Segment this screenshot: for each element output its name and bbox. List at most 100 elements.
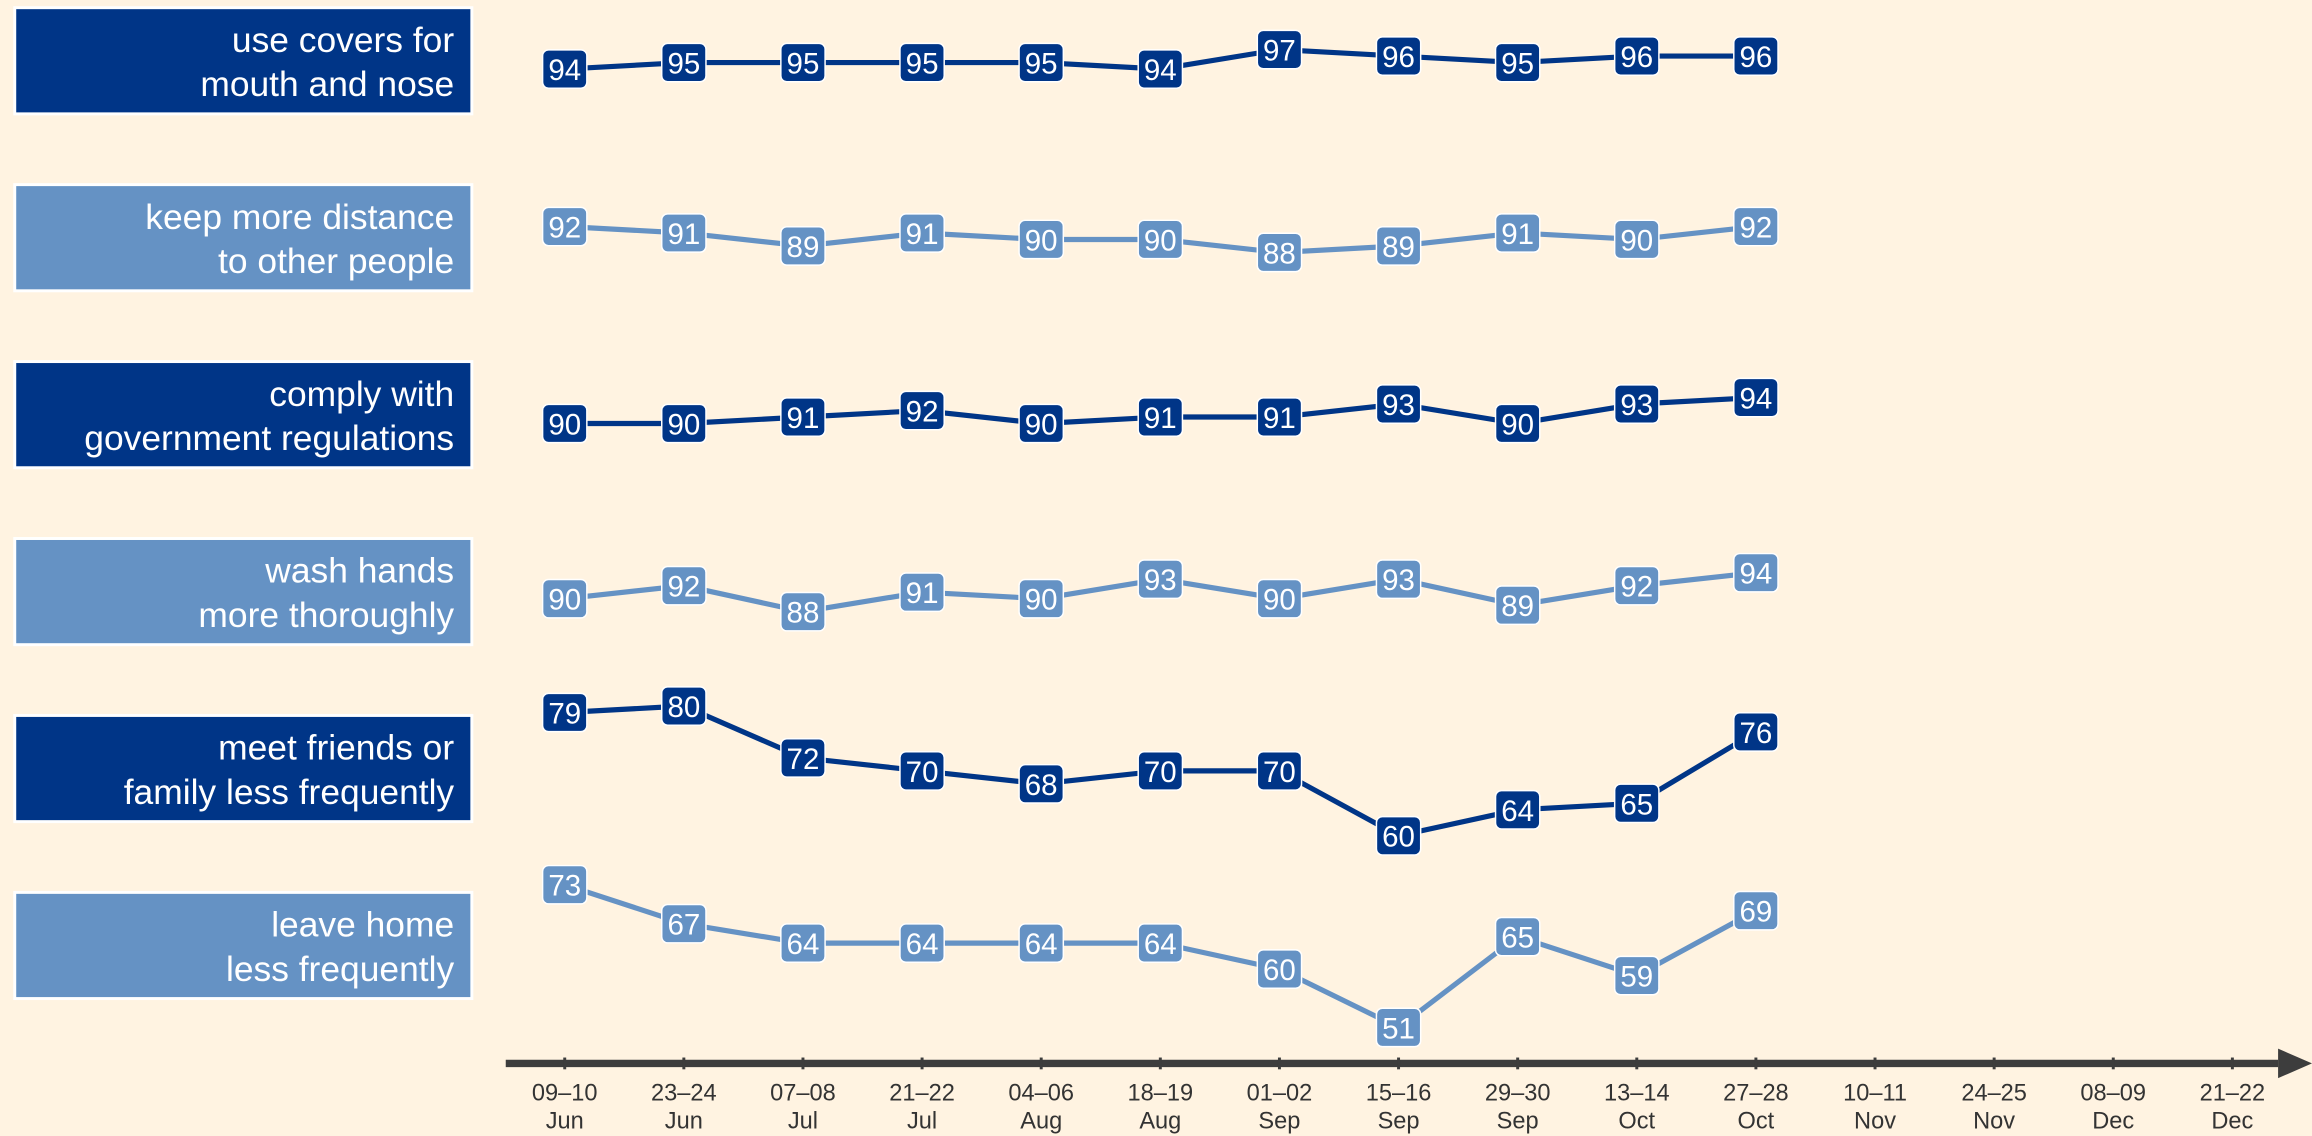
point-marker	[1375, 226, 1422, 266]
point-marker	[1375, 559, 1422, 600]
x-tick-label-box: 13–14 Oct	[1604, 1081, 1670, 1134]
legend-swatch	[13, 6, 474, 116]
value-label: 80	[667, 691, 700, 724]
point-marker	[1018, 219, 1065, 260]
value-label: 64	[1025, 928, 1058, 961]
point-marker	[1613, 955, 1660, 996]
value-label: 92	[548, 211, 581, 244]
point-marker	[1137, 923, 1184, 964]
value-label: 89	[1382, 231, 1415, 264]
point-marker	[780, 226, 826, 266]
point-marker	[1733, 712, 1779, 752]
point-marker	[660, 42, 707, 83]
value-label: 91	[1263, 402, 1296, 435]
value-label: 92	[1740, 211, 1773, 244]
point-marker	[1256, 949, 1303, 989]
point-marker	[1375, 36, 1422, 76]
x-tick-label: 08–09 Dec	[2080, 1081, 2147, 1135]
point-marker	[660, 903, 707, 944]
point-marker	[1018, 403, 1065, 444]
x-tick-label: 04–06 Aug	[1008, 1081, 1075, 1135]
legend-swatch	[13, 890, 474, 1001]
point-marker	[899, 923, 945, 964]
value-label: 91	[1501, 218, 1534, 251]
point-marker	[780, 738, 826, 778]
value-label: 90	[548, 584, 581, 617]
value-label: 91	[906, 218, 939, 251]
value-label: 88	[1263, 237, 1296, 270]
point-marker	[899, 572, 945, 613]
point-marker	[1613, 384, 1660, 424]
value-label: 92	[1620, 571, 1653, 604]
point-marker	[541, 864, 588, 905]
legend-label-box: use covers for mouth and nose	[200, 20, 455, 106]
x-tick-label-box: 21–22 Dec	[2200, 1081, 2266, 1134]
point-marker	[780, 591, 826, 632]
value-label: 68	[1025, 769, 1058, 802]
value-label: 91	[906, 577, 939, 610]
legend-label-box: keep more distance to other people	[145, 197, 455, 282]
point-marker	[1613, 565, 1660, 606]
value-label: 95	[667, 48, 700, 81]
legend-swatch	[13, 713, 474, 824]
value-label: 59	[1620, 961, 1653, 994]
legend-label: wash hands more thoroughly	[198, 551, 455, 636]
value-label: 88	[787, 597, 820, 630]
x-tick-label-box: 10–11 Nov	[1843, 1081, 1907, 1135]
point-marker	[1137, 219, 1184, 260]
value-label: 97	[1263, 35, 1296, 68]
value-label: 96	[1620, 41, 1653, 74]
x-tick-label-box: 07–08 Jul	[770, 1081, 836, 1134]
point-marker	[1137, 397, 1184, 437]
value-label: 95	[787, 48, 820, 81]
x-tick-label-box: 09–10 Jun	[531, 1081, 598, 1135]
x-tick-label: 09–10 Jun	[531, 1081, 598, 1135]
point-marker	[1256, 397, 1303, 437]
point-marker	[1018, 578, 1065, 619]
x-tick-label-box: 08–09 Dec	[2080, 1081, 2147, 1135]
value-label: 91	[667, 218, 700, 251]
legend-swatch	[13, 183, 474, 293]
value-label: 90	[548, 408, 581, 441]
point-marker	[1494, 585, 1541, 626]
point-marker	[1256, 232, 1303, 273]
value-label: 90	[1025, 224, 1058, 257]
legend-label-box: wash hands more thoroughly	[198, 551, 455, 636]
value-label: 95	[906, 48, 939, 81]
point-marker	[780, 42, 826, 83]
x-tick-label-box: 21–22 Jul	[889, 1081, 955, 1134]
legend-label: use covers for mouth and nose	[200, 20, 455, 106]
legend-label: comply with government regulations	[84, 374, 455, 459]
point-marker	[1375, 1007, 1422, 1048]
legend-label-box: leave home less frequently	[226, 906, 454, 990]
x-tick-label: 24–25 Nov	[1961, 1081, 2027, 1135]
point-marker	[541, 403, 588, 444]
x-tick-label-box: 24–25 Nov	[1961, 1081, 2027, 1135]
point-marker	[1018, 923, 1065, 964]
point-marker	[1494, 789, 1541, 830]
point-marker	[780, 397, 826, 437]
legend-label: keep more distance to other people	[145, 197, 455, 282]
value-label: 72	[787, 743, 820, 776]
value-label: 65	[1620, 788, 1653, 821]
point-marker	[541, 206, 588, 247]
value-label: 89	[1501, 590, 1534, 623]
value-label: 90	[1144, 224, 1177, 257]
point-marker	[780, 923, 826, 964]
point-marker	[899, 390, 945, 431]
value-label: 60	[1382, 821, 1415, 854]
value-label: 76	[1740, 717, 1773, 750]
value-label: 90	[1620, 224, 1653, 257]
value-label: 93	[1144, 564, 1177, 597]
point-marker	[660, 213, 707, 253]
value-label: 92	[906, 395, 939, 428]
x-tick-label: 10–11 Nov	[1843, 1081, 1907, 1135]
point-marker	[899, 750, 945, 791]
point-marker	[1256, 29, 1303, 70]
point-marker	[541, 578, 588, 619]
value-label: 51	[1382, 1012, 1415, 1045]
x-tick-label: 29–30 Sep	[1484, 1081, 1551, 1135]
value-label: 79	[548, 697, 581, 730]
value-label: 91	[787, 402, 820, 435]
value-label: 73	[548, 870, 581, 903]
